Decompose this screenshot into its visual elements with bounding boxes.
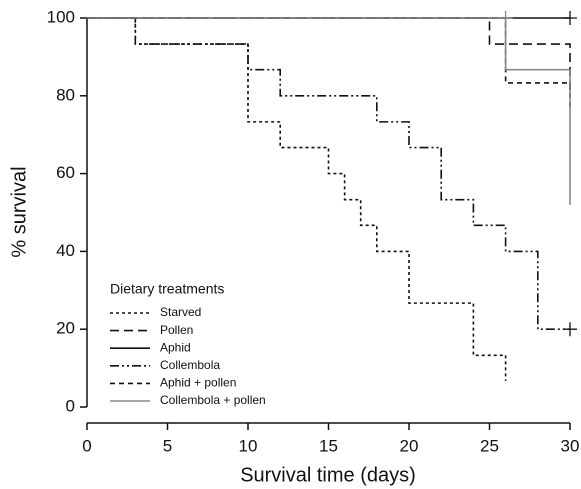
y-axis-label: % survival [8, 166, 30, 257]
survival-line [87, 17, 571, 205]
y-tick-label: 40 [56, 241, 75, 260]
y-tick-label: 100 [47, 7, 75, 26]
x-tick-label: 15 [319, 436, 338, 455]
y-tick-label: 20 [56, 319, 75, 338]
censor-mark [563, 11, 577, 25]
y-tick-label: 80 [56, 85, 75, 104]
x-tick-label: 20 [400, 436, 419, 455]
legend-label: Pollen [160, 323, 193, 337]
legend-title: Dietary treatments [110, 281, 224, 297]
y-tick-label: 0 [66, 396, 75, 415]
x-tick-label: 10 [239, 436, 258, 455]
legend-label: Starved [160, 305, 201, 319]
censor-mark [563, 322, 577, 337]
legend-label: Collembola + pollen [160, 393, 266, 407]
x-tick-label: 0 [82, 436, 91, 455]
legend-label: Aphid + pollen [160, 376, 236, 390]
x-tick-label: 25 [480, 436, 499, 455]
censor-mark [498, 11, 513, 25]
survival-line [87, 17, 571, 96]
x-axis-label: Survival time (days) [240, 464, 416, 486]
x-tick-label: 30 [561, 436, 580, 455]
x-tick-label: 5 [163, 436, 172, 455]
survival-line [87, 17, 507, 381]
survival-line [87, 17, 571, 108]
legend-label: Aphid [160, 340, 191, 354]
legend-label: Collembola [160, 358, 220, 372]
y-tick-label: 60 [56, 163, 75, 182]
